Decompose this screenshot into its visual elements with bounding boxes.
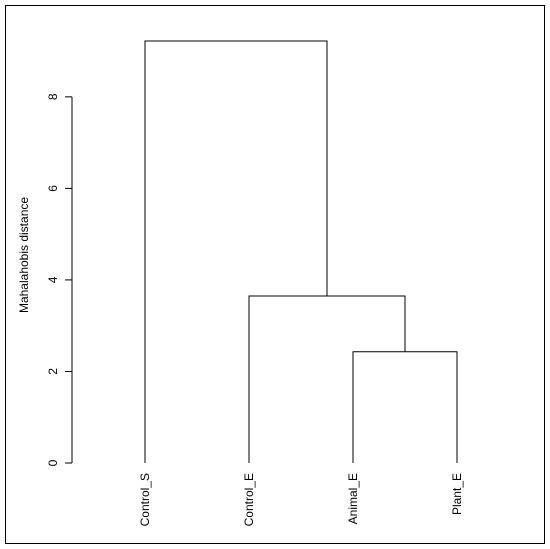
leaf-label: Animal_E	[346, 473, 360, 524]
dendrogram-link	[144, 40, 328, 463]
y-tick-label: 4	[46, 276, 60, 283]
leaf-label: Control_S	[138, 473, 152, 526]
y-tick-label: 8	[46, 93, 60, 100]
dendrogram-link	[248, 295, 406, 463]
leaf-label: Control_E	[242, 473, 256, 526]
y-tick-label: 0	[46, 459, 60, 466]
y-axis-label: Mahalahobis distance	[17, 197, 31, 313]
y-tick-label: 6	[46, 185, 60, 192]
frame	[5, 5, 545, 544]
y-tick-label: 2	[46, 368, 60, 375]
leaf-label: Plant_E	[450, 473, 464, 515]
dendrogram-link	[352, 351, 458, 463]
